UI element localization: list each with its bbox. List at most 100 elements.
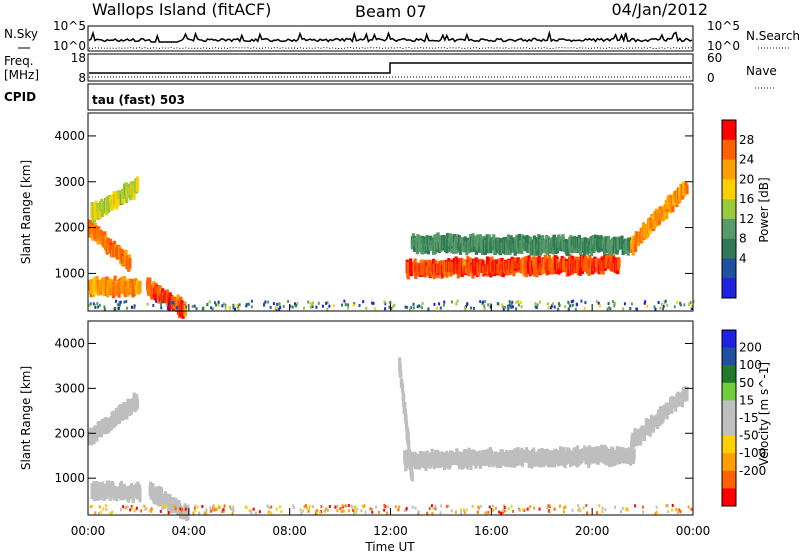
data-cell xyxy=(688,303,691,307)
freq-left-tick-top: 18 xyxy=(71,51,86,65)
data-cell xyxy=(383,300,386,304)
data-cell xyxy=(676,511,679,515)
data-cell xyxy=(523,509,526,512)
power-axes: 1000 2000 3000 4000 xyxy=(54,129,694,311)
data-cell xyxy=(569,304,572,308)
data-cell xyxy=(343,299,346,303)
data-cell xyxy=(194,509,197,513)
data-cell xyxy=(151,483,155,497)
data-cell xyxy=(146,302,149,306)
data-cell xyxy=(583,307,586,310)
data-cell xyxy=(670,508,673,512)
data-cell xyxy=(156,285,160,293)
data-cell xyxy=(125,406,129,420)
data-cell xyxy=(120,508,122,512)
data-cell xyxy=(384,307,387,311)
y-tick-label: 1000 xyxy=(54,471,85,485)
data-cell xyxy=(498,510,501,514)
data-cell xyxy=(460,511,463,515)
freq-line xyxy=(89,62,692,74)
data-cell xyxy=(546,506,549,510)
colorbar-swatch xyxy=(722,120,736,141)
data-cell xyxy=(125,505,128,509)
data-cell xyxy=(410,306,413,310)
data-cell xyxy=(690,307,693,310)
colorbar-swatch xyxy=(722,435,736,454)
data-cell xyxy=(421,302,424,305)
data-cell xyxy=(442,235,446,246)
data-cell xyxy=(250,305,253,309)
data-cell xyxy=(210,509,213,513)
data-cell xyxy=(374,307,377,311)
colorbar-swatch xyxy=(722,238,736,259)
data-cell xyxy=(117,303,120,307)
data-cell xyxy=(232,306,235,310)
data-cell xyxy=(503,503,506,507)
data-cell xyxy=(559,504,561,508)
data-cell xyxy=(483,304,486,308)
data-cell xyxy=(597,301,600,305)
data-cell xyxy=(319,510,322,514)
data-cell xyxy=(270,511,273,515)
data-cell xyxy=(412,302,415,306)
data-cell xyxy=(676,300,679,304)
data-cell xyxy=(365,306,368,310)
data-cell xyxy=(574,307,577,311)
data-cell xyxy=(506,304,509,308)
data-cell xyxy=(579,509,582,513)
data-cell xyxy=(417,510,420,514)
data-cell xyxy=(116,307,119,311)
data-cell xyxy=(463,508,465,512)
data-cell xyxy=(601,506,604,510)
data-cell xyxy=(306,506,308,510)
noise-search-line xyxy=(89,46,693,50)
data-cell xyxy=(445,504,448,508)
data-cell xyxy=(128,258,132,269)
data-cell xyxy=(352,303,355,307)
power-feature-2 xyxy=(88,275,142,299)
data-cell xyxy=(484,300,487,304)
data-cell xyxy=(202,306,205,310)
data-cell xyxy=(601,510,604,514)
data-cell xyxy=(564,305,567,309)
colorbar-swatch xyxy=(722,347,736,366)
noise-right-tick-top: 10^5 xyxy=(707,19,740,33)
data-cell xyxy=(534,302,537,306)
data-cell xyxy=(223,509,226,513)
data-cell xyxy=(418,456,422,470)
data-cell xyxy=(165,302,168,306)
data-cell xyxy=(476,510,479,514)
data-cell xyxy=(213,508,216,512)
data-cell xyxy=(161,506,164,510)
data-cell xyxy=(478,243,482,253)
data-cell xyxy=(612,300,614,303)
data-cell xyxy=(193,506,196,510)
data-cell xyxy=(646,304,649,308)
data-cell xyxy=(517,303,520,307)
data-cell xyxy=(159,303,162,307)
data-cell xyxy=(326,301,329,305)
data-cell xyxy=(470,306,472,310)
data-cell xyxy=(558,304,561,307)
data-cell xyxy=(502,509,505,512)
colorbar-swatch xyxy=(722,258,736,279)
data-cell xyxy=(316,511,318,515)
data-cell xyxy=(224,303,227,307)
data-cell xyxy=(450,509,453,513)
x-tick-label: 08:00 xyxy=(272,524,307,538)
data-cell xyxy=(410,472,414,482)
data-cell xyxy=(406,305,408,309)
data-cell xyxy=(94,306,97,309)
data-cell xyxy=(599,304,601,308)
noise-panel-frame xyxy=(87,25,694,52)
data-cell xyxy=(400,383,405,393)
data-cell xyxy=(548,504,551,508)
data-cell xyxy=(217,300,220,304)
data-cell xyxy=(428,507,431,511)
data-cell xyxy=(326,307,329,311)
data-cell xyxy=(404,305,407,309)
data-cell xyxy=(94,511,97,515)
data-cell xyxy=(280,510,283,514)
data-cell xyxy=(113,307,116,311)
data-cell xyxy=(687,505,690,509)
